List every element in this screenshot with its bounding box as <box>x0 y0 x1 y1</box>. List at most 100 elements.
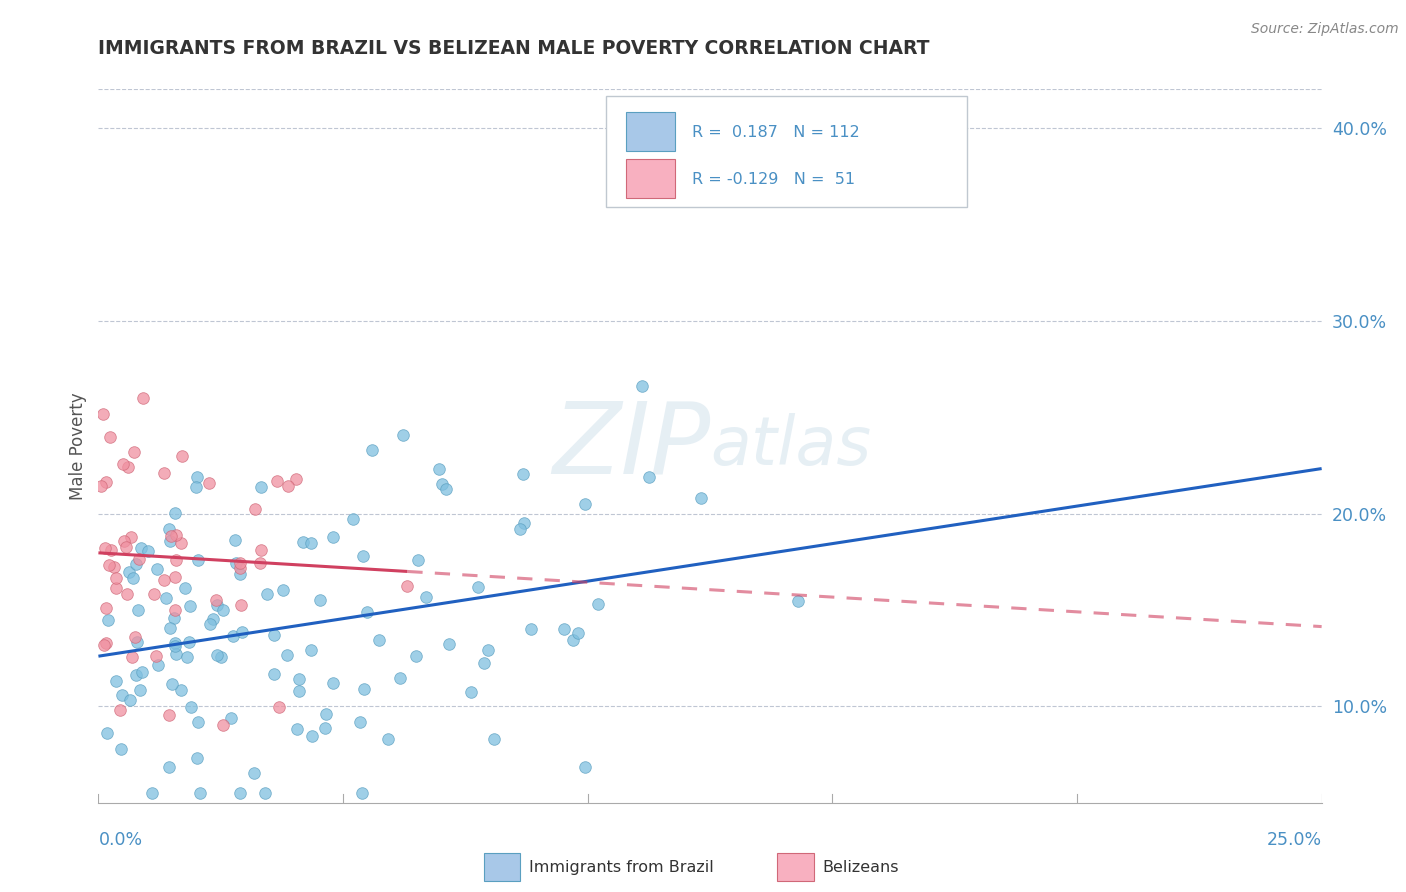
Point <box>94 475 117 489</box>
Point <box>249 557 271 571</box>
Point <box>276 648 298 663</box>
Point <box>368 633 391 648</box>
Point <box>198 476 221 491</box>
FancyBboxPatch shape <box>778 853 814 881</box>
Text: IMMIGRANTS FROM BRAZIL VS BELIZEAN MALE POVERTY CORRELATION CHART: IMMIGRANTS FROM BRAZIL VS BELIZEAN MALE … <box>98 39 929 58</box>
Point <box>405 649 427 664</box>
Point <box>136 544 159 558</box>
Point <box>322 530 344 544</box>
Point <box>108 704 131 718</box>
Point <box>299 643 322 657</box>
Point <box>553 623 575 637</box>
Text: 0.0%: 0.0% <box>98 831 142 849</box>
Point <box>467 580 489 594</box>
Point <box>163 570 186 584</box>
Text: R = -0.129   N =  51: R = -0.129 N = 51 <box>692 171 855 186</box>
Point <box>231 624 253 639</box>
Point <box>128 552 150 566</box>
Point <box>148 658 170 673</box>
Point <box>121 571 143 585</box>
Point <box>229 786 252 800</box>
Point <box>165 603 187 617</box>
Point <box>224 533 246 548</box>
Point <box>253 786 276 800</box>
Point <box>245 501 267 516</box>
Point <box>111 457 134 471</box>
Point <box>285 722 308 736</box>
Point <box>90 479 112 493</box>
Point <box>314 721 336 735</box>
Point <box>242 766 264 780</box>
Point <box>388 671 411 685</box>
Point <box>159 528 181 542</box>
Point <box>460 685 482 699</box>
Point <box>271 583 294 598</box>
Point <box>179 635 201 649</box>
Point <box>209 650 232 665</box>
Point <box>163 639 186 653</box>
Point <box>163 611 186 625</box>
Point <box>574 497 596 511</box>
Point <box>142 587 165 601</box>
Point <box>145 648 167 663</box>
Point <box>91 407 114 421</box>
Point <box>474 657 496 671</box>
Text: 25.0%: 25.0% <box>1267 831 1322 849</box>
Point <box>127 603 149 617</box>
Point <box>267 699 290 714</box>
Point <box>427 461 450 475</box>
Text: Belizeans: Belizeans <box>823 860 898 874</box>
Point <box>157 708 180 723</box>
Point <box>128 683 150 698</box>
Point <box>284 472 307 486</box>
Point <box>157 760 180 774</box>
Point <box>631 379 654 393</box>
Point <box>96 600 118 615</box>
Point <box>266 475 288 489</box>
Text: R =  0.187   N = 112: R = 0.187 N = 112 <box>692 125 859 139</box>
FancyBboxPatch shape <box>606 96 967 207</box>
Point <box>263 667 285 681</box>
Point <box>322 676 344 690</box>
Point <box>94 541 117 556</box>
Point <box>250 480 273 494</box>
Point <box>356 605 378 619</box>
Point <box>103 560 125 574</box>
Point <box>117 459 139 474</box>
Point <box>509 522 531 536</box>
Point <box>112 534 135 549</box>
Point <box>349 714 371 729</box>
Point <box>205 592 228 607</box>
Point <box>165 647 187 661</box>
Point <box>201 611 224 625</box>
Point <box>170 449 193 463</box>
Point <box>477 643 499 657</box>
Point <box>152 467 174 481</box>
Point <box>219 711 242 725</box>
Point <box>391 427 413 442</box>
Point <box>111 689 134 703</box>
Point <box>165 553 187 567</box>
Point <box>301 729 323 743</box>
Point <box>187 715 209 730</box>
Point <box>163 507 186 521</box>
Point <box>110 741 132 756</box>
Point <box>170 683 193 698</box>
Point <box>588 597 610 611</box>
Point <box>100 543 122 558</box>
Point <box>211 718 233 732</box>
Point <box>200 617 222 632</box>
Point <box>484 732 506 747</box>
Point <box>229 561 252 575</box>
Point <box>122 444 145 458</box>
Point <box>250 542 273 557</box>
Point <box>437 637 460 651</box>
Point <box>159 534 181 549</box>
Point <box>132 391 155 405</box>
Point <box>229 556 252 570</box>
Point <box>155 591 177 605</box>
Text: Immigrants from Brazil: Immigrants from Brazil <box>529 860 714 874</box>
Point <box>520 623 543 637</box>
Point <box>146 562 169 576</box>
Point <box>125 634 148 648</box>
